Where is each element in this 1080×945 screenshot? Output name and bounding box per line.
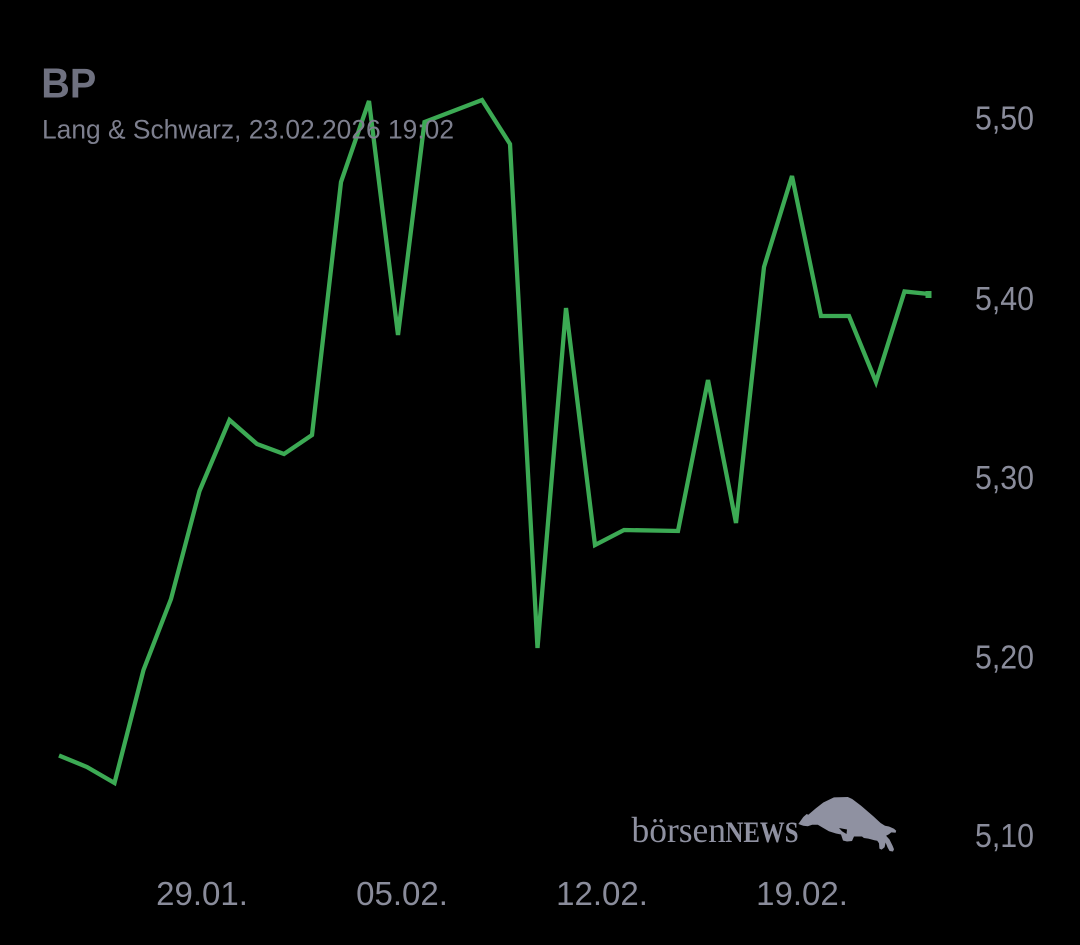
svg-text:12.02.: 12.02.	[556, 875, 648, 912]
svg-text:börsen: börsen	[632, 810, 727, 850]
svg-text:5,30: 5,30	[975, 459, 1034, 496]
svg-text:05.02.: 05.02.	[356, 875, 448, 912]
svg-text:NEWS: NEWS	[726, 816, 799, 849]
svg-text:19.02.: 19.02.	[756, 875, 848, 912]
svg-text:5,10: 5,10	[975, 817, 1034, 854]
svg-text:5,50: 5,50	[975, 100, 1034, 137]
svg-text:29.01.: 29.01.	[156, 875, 248, 912]
svg-text:5,40: 5,40	[975, 280, 1034, 317]
svg-text:Lang & Schwarz, 23.02.2026 19:: Lang & Schwarz, 23.02.2026 19:02	[42, 115, 454, 145]
svg-text:5,20: 5,20	[975, 639, 1034, 676]
svg-text:BP: BP	[41, 60, 96, 107]
